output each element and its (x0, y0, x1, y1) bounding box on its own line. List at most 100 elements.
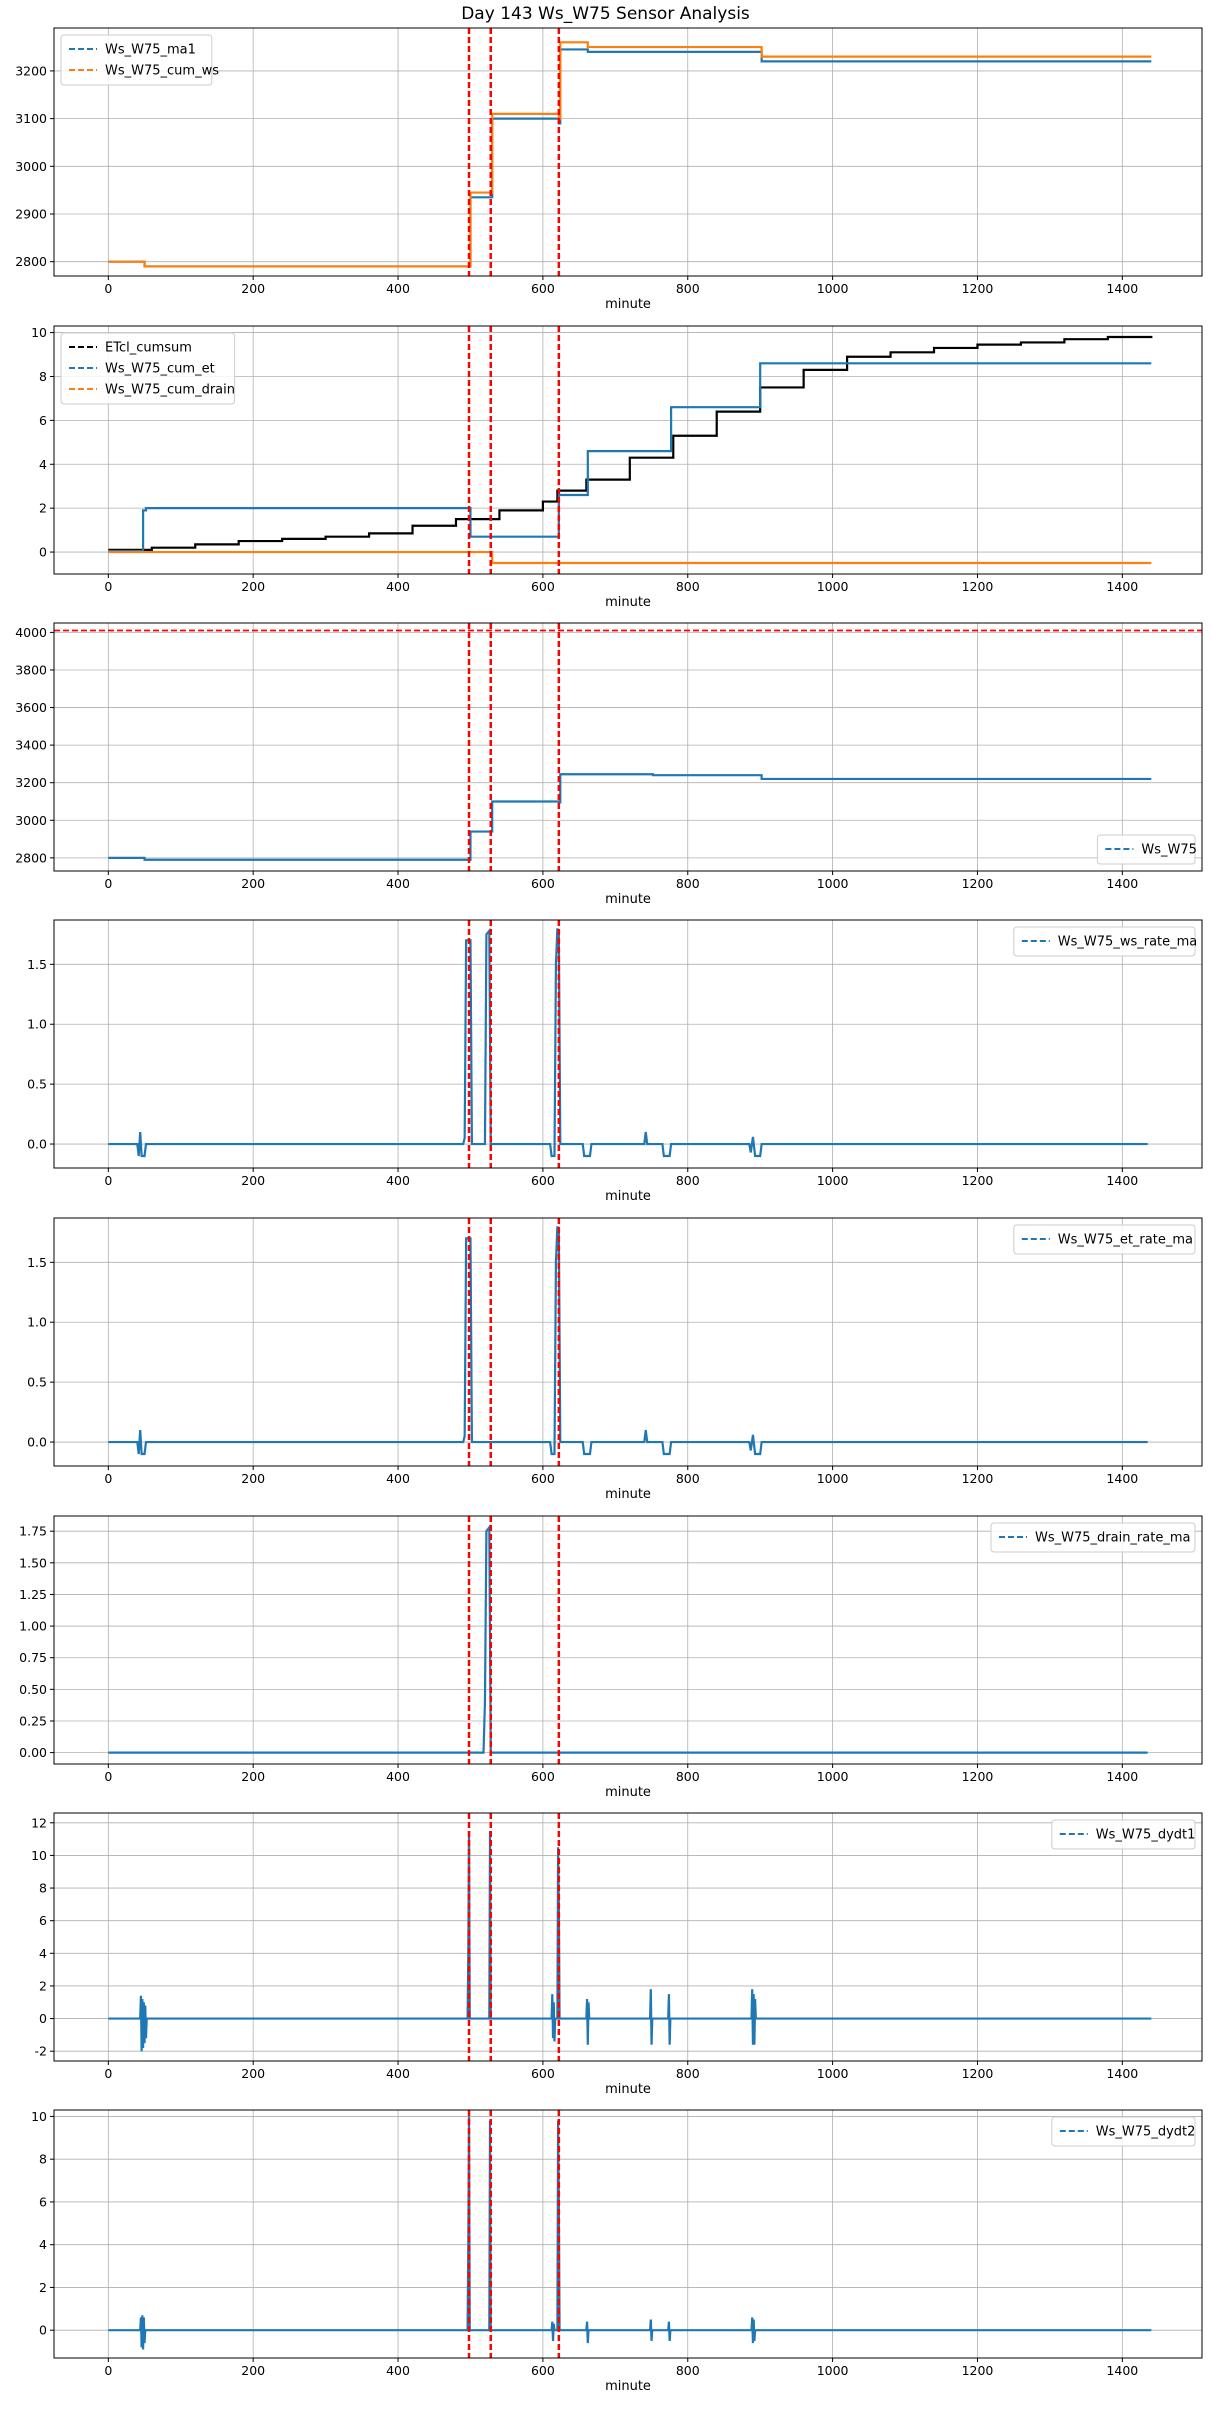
y-tick-label: 2 (39, 501, 47, 516)
x-tick-label: 200 (241, 876, 265, 891)
series-line-Ws_W75_ma1 (108, 48, 1152, 268)
x-tick-label: 1200 (962, 2066, 994, 2081)
y-tick-label: 6 (39, 413, 47, 428)
x-tick-label: 200 (241, 2363, 265, 2378)
legend-label: Ws_W75_cum_ws (105, 64, 219, 79)
x-tick-label: 600 (531, 579, 555, 594)
x-tick-label: 1000 (817, 1471, 849, 1486)
x-tick-label: 800 (676, 1471, 700, 1486)
y-tick-label: 1.5 (27, 1255, 47, 1270)
y-tick-label: 1.0 (27, 1315, 47, 1330)
x-tick-label: 400 (386, 1173, 410, 1188)
x-tick-label: 1400 (1106, 876, 1138, 891)
y-tick-label: 3200 (15, 775, 47, 790)
x-tick-label: 1000 (817, 2363, 849, 2378)
legend-box (1051, 1819, 1196, 1850)
x-tick-label: 1400 (1106, 1173, 1138, 1188)
x-tick-label: 200 (241, 1471, 265, 1486)
legend-box (60, 34, 213, 86)
y-tick-label: 10 (31, 2109, 47, 2124)
y-tick-label: 1.5 (27, 957, 47, 972)
x-tick-label: 1000 (817, 1173, 849, 1188)
x-tick-label: 400 (386, 2363, 410, 2378)
legend-label: Ws_W75_cum_drain (105, 383, 235, 398)
y-tick-label: -2 (35, 2044, 47, 2059)
y-tick-label: 3800 (15, 662, 47, 677)
x-tick-label: 600 (531, 1769, 555, 1784)
series-line-Ws_W75_cum_drain (108, 550, 1152, 565)
chart-panel-3: 0 200 400 600 800 1000 1200 1400 2800 3000 3200 340… (15, 622, 1203, 907)
x-tick-label: 1400 (1106, 579, 1138, 594)
x-tick-label: 400 (386, 876, 410, 891)
legend: Ws_W75_drain_rate_ma (990, 1522, 1196, 1553)
y-tick-label: 3100 (15, 111, 47, 126)
axes-frame (53, 2109, 1203, 2359)
figure-title: Day 143 Ws_W75 Sensor Analysis (461, 4, 750, 24)
x-tick-label: 800 (676, 876, 700, 891)
x-tick-label: 1000 (817, 2066, 849, 2081)
y-tick-label: 1.50 (19, 1555, 47, 1570)
y-tick-label: 0 (39, 2323, 47, 2338)
chart-panel-8: 0 200 400 600 800 1000 1200 1400 0 2 4 6 8 10 minute Ws… (31, 2109, 1203, 2394)
axes-frame (53, 622, 1203, 872)
x-tick-label: 1400 (1106, 1769, 1138, 1784)
x-tick-label: 0 (104, 876, 112, 891)
x-tick-label: 200 (241, 2066, 265, 2081)
x-tick-label: 1200 (962, 1769, 994, 1784)
y-tick-label: 2900 (15, 207, 47, 222)
plot-area (108, 28, 1152, 276)
y-tick-label: 4 (39, 1946, 47, 1961)
legend-box (990, 1522, 1196, 1553)
y-tick-label: 2 (39, 2280, 47, 2295)
x-tick-label: 1000 (817, 281, 849, 296)
x-tick-label: 0 (104, 1769, 112, 1784)
x-tick-label: 1200 (962, 876, 994, 891)
legend: Ws_W75_dydt1 (1051, 1819, 1196, 1850)
chart-panel-6: 0 200 400 600 800 1000 1200 1400 0.00 0.25 0.50 0.7… (19, 1515, 1203, 1800)
series-line-Ws_W75_cum_ws (108, 41, 1152, 268)
x-tick-label: 1400 (1106, 281, 1138, 296)
x-tick-label: 0 (104, 281, 112, 296)
y-tick-label: 3400 (15, 738, 47, 753)
y-tick-label: 10 (31, 325, 47, 340)
y-tick-label: 0.5 (27, 1077, 47, 1092)
x-tick-label: 0 (104, 2066, 112, 2081)
axes-frame (53, 325, 1203, 575)
x-tick-label: 1000 (817, 1769, 849, 1784)
axes-frame (53, 919, 1203, 1169)
x-tick-label: 1400 (1106, 2066, 1138, 2081)
legend-box (1096, 834, 1196, 865)
x-tick-label: 1400 (1106, 2363, 1138, 2378)
plot-area (108, 1813, 1152, 2061)
y-tick-label: 10 (31, 1848, 47, 1863)
y-tick-label: 3600 (15, 700, 47, 715)
x-tick-label: 1200 (962, 2363, 994, 2378)
y-tick-label: 2800 (15, 850, 47, 865)
x-tick-label: 600 (531, 2363, 555, 2378)
x-tick-label: 0 (104, 579, 112, 594)
x-tick-label: 800 (676, 1173, 700, 1188)
x-tick-label: 800 (676, 2066, 700, 2081)
legend-label: Ws_W75_ws_rate_ma (1058, 935, 1197, 950)
x-axis-label: minute (605, 595, 651, 610)
legend-label: Ws_W75_et_rate_ma (1058, 1233, 1193, 1248)
y-tick-label: 2800 (15, 254, 47, 269)
series-line-Ws_W75 (108, 773, 1152, 861)
x-tick-label: 800 (676, 579, 700, 594)
x-tick-label: 1400 (1106, 1471, 1138, 1486)
x-tick-label: 600 (531, 2066, 555, 2081)
series-line-ETcl_cumsum (108, 335, 1153, 551)
y-tick-label: 0.00 (19, 1745, 47, 1760)
x-tick-label: 1200 (962, 1471, 994, 1486)
plot-area (108, 1218, 1148, 1466)
y-tick-label: 4 (39, 2237, 47, 2252)
legend: ETcl_cumsum Ws_W75_cum_et Ws_W75_cum_drain (60, 332, 236, 405)
x-axis-label: minute (605, 1189, 651, 1204)
y-tick-label: 12 (31, 1815, 47, 1830)
legend: Ws_W75_et_rate_ma (1013, 1224, 1196, 1255)
chart-panel-2: 0 200 400 600 800 1000 1200 1400 0 2 4 6 8 10 minute ET… (31, 325, 1203, 610)
legend-box (60, 332, 236, 405)
y-tick-label: 8 (39, 369, 47, 384)
plot-area (108, 1516, 1148, 1764)
